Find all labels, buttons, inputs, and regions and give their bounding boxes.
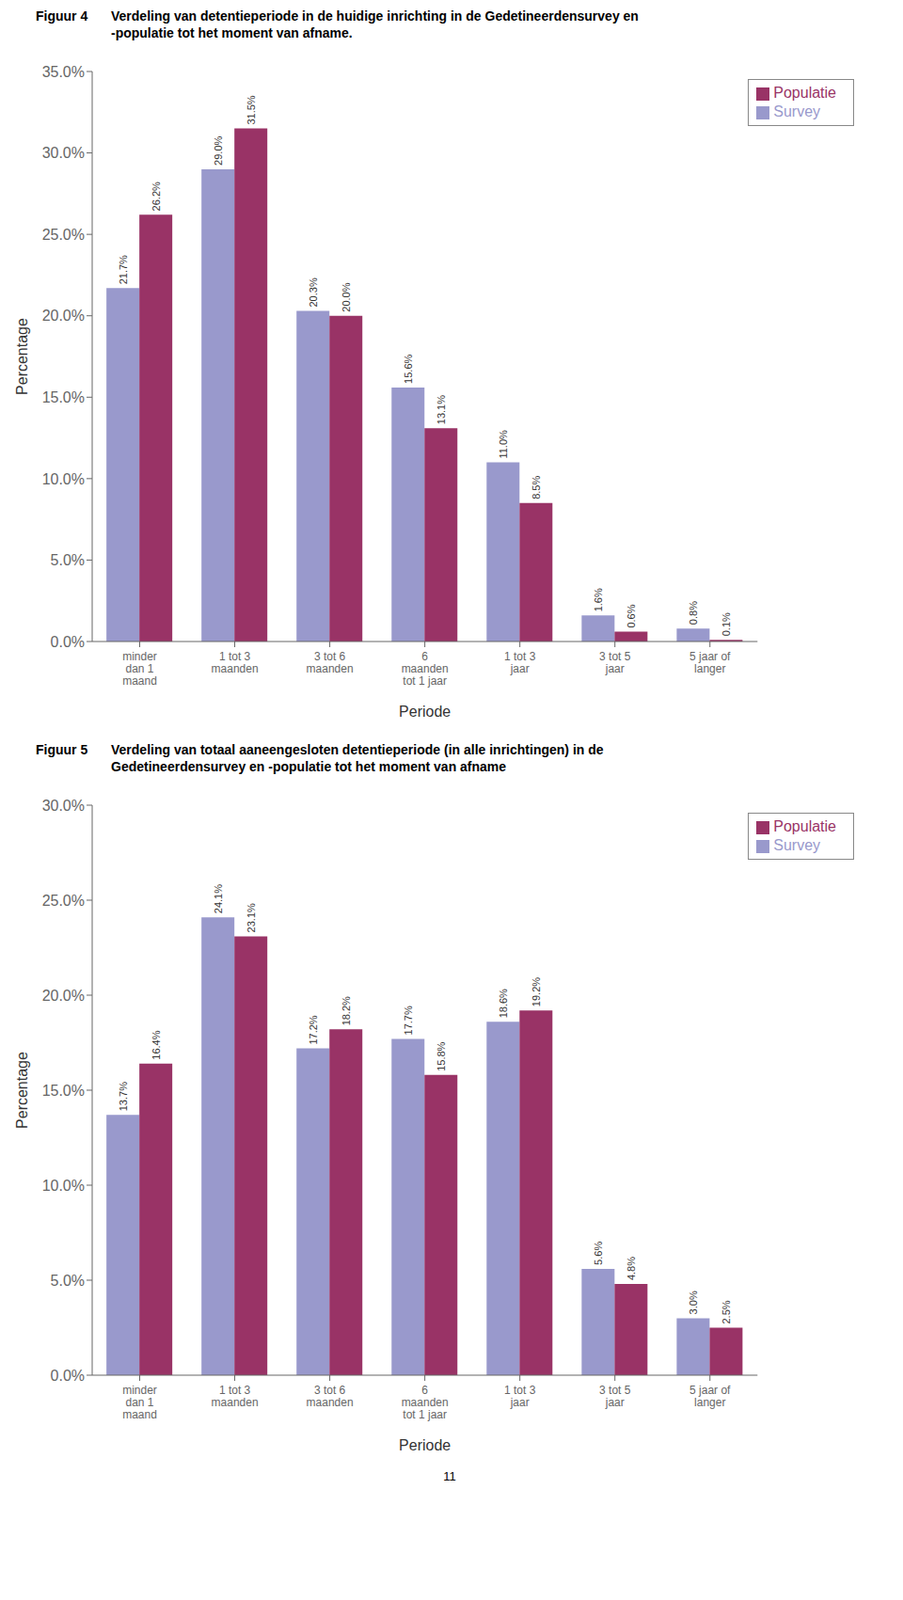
html-text:11: 11 — [443, 1469, 457, 1484]
svg-text:3 tot 6maanden: 3 tot 6maanden — [306, 1383, 354, 1410]
svg-text:2.5%: 2.5% — [720, 1299, 732, 1324]
svg-text:3 tot 5jaar: 3 tot 5jaar — [599, 1383, 632, 1410]
html-text:Survey: Survey — [773, 837, 821, 854]
svg-text:4.8%: 4.8% — [625, 1256, 637, 1281]
svg-text:18.2%: 18.2% — [340, 996, 352, 1026]
svg-text:11.0%: 11.0% — [497, 429, 509, 460]
svg-text:10.0%: 10.0% — [42, 471, 85, 488]
svg-text:minderdan 1maand: minderdan 1maand — [122, 649, 158, 688]
svg-text:13.1%: 13.1% — [435, 395, 447, 425]
svg-text:25.0%: 25.0% — [42, 892, 85, 909]
svg-text:15.8%: 15.8% — [435, 1041, 447, 1071]
html-text:Survey: Survey — [773, 103, 821, 120]
svg-text:5.0%: 5.0% — [50, 1272, 85, 1289]
html-text:Figuur 5: Figuur 5 — [35, 742, 88, 758]
svg-text:30.0%: 30.0% — [42, 144, 85, 161]
svg-text:3.0%: 3.0% — [687, 1290, 699, 1315]
svg-text:5 jaar oflanger: 5 jaar oflanger — [689, 649, 731, 676]
svg-text:18.6%: 18.6% — [497, 988, 509, 1018]
svg-text:20.0%: 20.0% — [340, 282, 352, 312]
svg-text:0.0%: 0.0% — [50, 1367, 85, 1384]
svg-text:17.7%: 17.7% — [402, 1005, 414, 1035]
svg-text:1 tot 3jaar: 1 tot 3jaar — [504, 649, 537, 676]
html-text:Verdeling van totaal aaneenges: Verdeling van totaal aaneengesloten dete… — [110, 742, 604, 775]
svg-text:6maandentot 1 jaar: 6maandentot 1 jaar — [401, 649, 449, 688]
svg-text:0.8%: 0.8% — [687, 601, 699, 625]
svg-text:35.0%: 35.0% — [42, 63, 85, 80]
svg-text:0.1%: 0.1% — [720, 612, 732, 636]
html-text:Verdeling van detentieperiode: Verdeling van detentieperiode in de huid… — [110, 8, 639, 41]
svg-text:1.6%: 1.6% — [592, 587, 604, 612]
svg-text:Periode: Periode — [398, 703, 451, 720]
svg-text:Periode: Periode — [398, 1437, 451, 1454]
svg-text:1 tot 3jaar: 1 tot 3jaar — [504, 1383, 537, 1410]
svg-text:Percentage: Percentage — [14, 1051, 31, 1129]
svg-text:20.0%: 20.0% — [42, 987, 85, 1004]
svg-text:1 tot 3maanden: 1 tot 3maanden — [211, 1383, 259, 1410]
svg-text:16.4%: 16.4% — [150, 1029, 162, 1060]
svg-text:21.7%: 21.7% — [117, 254, 129, 285]
svg-text:6maandentot 1 jaar: 6maandentot 1 jaar — [401, 1383, 449, 1422]
svg-text:3 tot 6maanden: 3 tot 6maanden — [306, 649, 354, 676]
svg-text:5.0%: 5.0% — [50, 552, 85, 569]
svg-text:15.0%: 15.0% — [42, 1082, 85, 1099]
svg-text:15.0%: 15.0% — [42, 389, 85, 406]
svg-text:13.7%: 13.7% — [117, 1081, 129, 1111]
svg-text:29.0%: 29.0% — [212, 135, 224, 165]
svg-text:1 tot 3maanden: 1 tot 3maanden — [211, 649, 259, 676]
html-text:Populatie: Populatie — [773, 818, 837, 835]
svg-text:17.2%: 17.2% — [307, 1014, 319, 1045]
svg-text:8.5%: 8.5% — [530, 475, 542, 500]
svg-text:20.3%: 20.3% — [307, 277, 319, 307]
svg-text:minderdan 1maand: minderdan 1maand — [122, 1383, 158, 1422]
svg-text:19.2%: 19.2% — [530, 977, 542, 1007]
svg-text:5 jaar oflanger: 5 jaar oflanger — [689, 1383, 731, 1410]
svg-text:10.0%: 10.0% — [42, 1177, 85, 1194]
svg-text:31.5%: 31.5% — [245, 95, 257, 125]
svg-text:3 tot 5jaar: 3 tot 5jaar — [599, 649, 632, 676]
svg-text:30.0%: 30.0% — [42, 797, 85, 814]
svg-text:25.0%: 25.0% — [42, 226, 85, 243]
svg-text:0.0%: 0.0% — [50, 633, 85, 650]
svg-text:15.6%: 15.6% — [402, 353, 414, 383]
svg-text:23.1%: 23.1% — [245, 903, 257, 933]
svg-text:20.0%: 20.0% — [42, 307, 85, 324]
svg-text:5.6%: 5.6% — [592, 1241, 604, 1266]
html-text:Figuur 4: Figuur 4 — [35, 8, 88, 24]
svg-text:24.1%: 24.1% — [212, 884, 224, 914]
svg-text:26.2%: 26.2% — [150, 181, 162, 211]
html-text:Populatie: Populatie — [773, 84, 837, 101]
svg-text:0.6%: 0.6% — [625, 603, 637, 628]
svg-text:Percentage: Percentage — [14, 317, 31, 396]
